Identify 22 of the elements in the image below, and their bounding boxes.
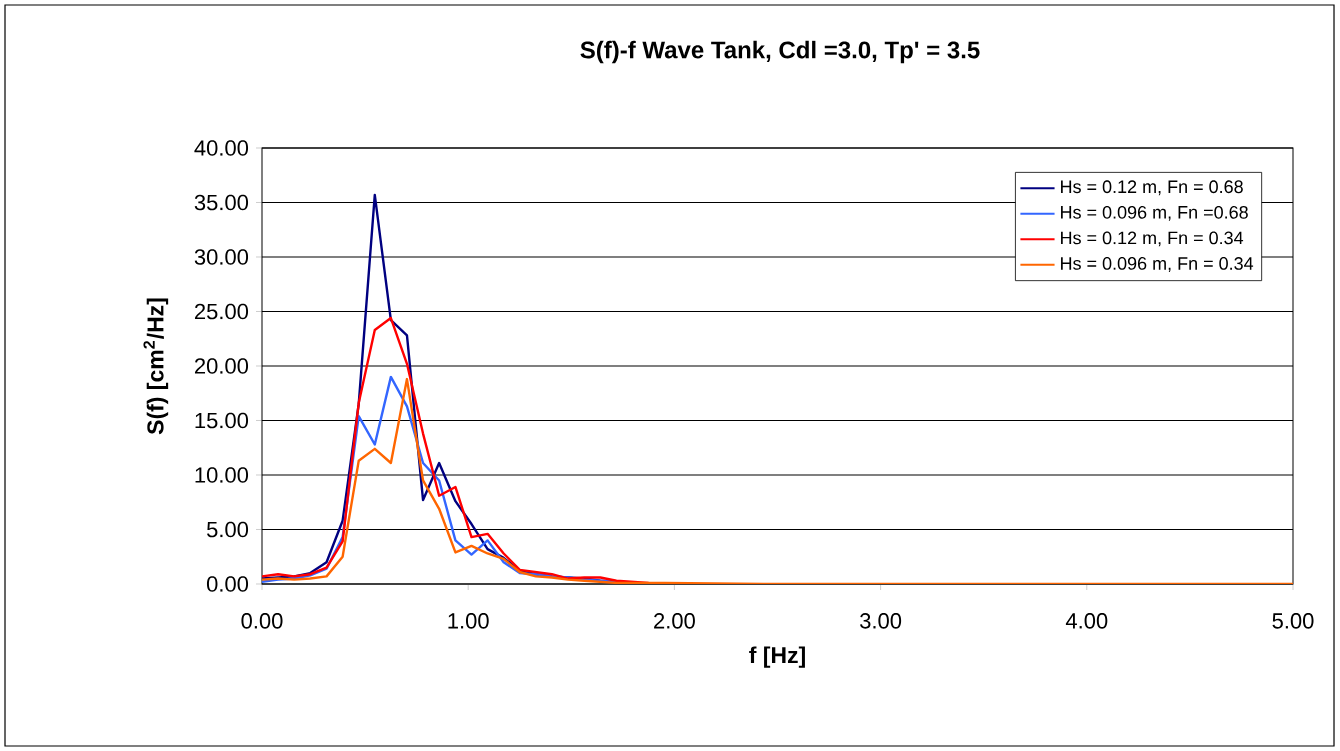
y-tick-label: 0.00 — [206, 576, 249, 592]
x-tick-label: 1.00 — [448, 613, 489, 629]
x-tick-label: 3.00 — [860, 613, 902, 629]
x-tick-label: 0.00 — [241, 613, 283, 629]
y-axis-title: S(f) [cm$^{2}$/Hz] — [143, 298, 169, 435]
y-tick-label: 5.00 — [206, 521, 249, 538]
x-tick-label: 2.00 — [654, 613, 695, 629]
legend-label: Hs = 0.096 m, Fn = 0.34 — [1061, 257, 1254, 272]
x-tick-label: 5.00 — [1272, 613, 1314, 629]
legend-label: Hs = 0.12 m, Fn = 0.68 — [1061, 180, 1243, 196]
legend-label: Hs = 0.096 m, Fn =0.68 — [1061, 205, 1248, 221]
legend-label: Hs = 0.12 m, Fn = 0.34 — [1061, 231, 1244, 247]
chart-title: S(f)-f Wave Tank, Cdl =3.0, Tp' = 3.5 — [580, 40, 980, 64]
y-tick-label: 15.00 — [195, 412, 249, 429]
y-tick-label: 30.00 — [194, 249, 249, 265]
x-tick-label: 4.00 — [1065, 613, 1108, 629]
y-tick-label: 20.00 — [194, 358, 249, 374]
x-axis-title: f [Hz] — [749, 646, 805, 668]
y-tick-label: 35.00 — [194, 194, 249, 211]
y-tick-label: 40.00 — [194, 140, 249, 156]
y-tick-label: 25.00 — [194, 303, 249, 320]
y-tick-label: 10.00 — [195, 467, 249, 483]
